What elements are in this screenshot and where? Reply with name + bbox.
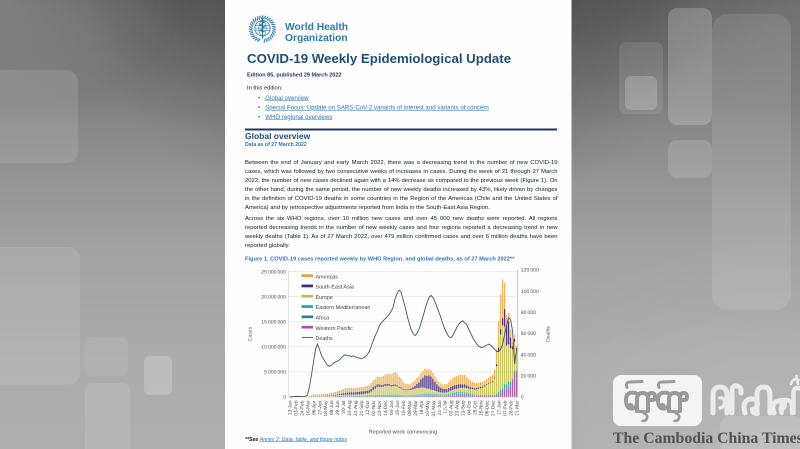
svg-text:Europe: Europe [316,295,333,301]
svg-text:21-Jun: 21-Jun [437,400,443,415]
svg-text:16-Mar: 16-Mar [305,400,311,416]
svg-text:15 000 000: 15 000 000 [261,319,286,325]
svg-text:12-Oct: 12-Oct [365,400,371,415]
svg-text:Deaths: Deaths [546,326,552,342]
svg-text:17-Jan: 17-Jan [496,400,502,415]
svg-text:20 000 000: 20 000 000 [261,294,286,300]
svg-text:25-Jan: 25-Jan [395,400,401,415]
svg-text:12-Jul: 12-Jul [443,401,449,414]
svg-text:Americas: Americas [316,274,339,280]
svg-text:15-Feb: 15-Feb [401,400,407,416]
svg-text:40 000: 40 000 [521,352,536,358]
svg-text:0: 0 [521,395,524,401]
svg-text:06-Dec: 06-Dec [485,400,491,416]
svg-text:18-May: 18-May [323,400,329,417]
svg-text:03-Feb: 03-Feb [293,400,299,416]
svg-text:100 000: 100 000 [521,289,539,295]
svg-text:Western Pacific: Western Pacific [316,326,354,332]
svg-text:07-Feb: 07-Feb [502,400,508,416]
svg-text:5 000 000: 5 000 000 [264,370,286,376]
svg-text:80 000: 80 000 [521,310,536,316]
svg-text:21-Mar: 21-Mar [514,400,520,416]
svg-text:14-Dec: 14-Dec [383,400,389,416]
svg-text:02-Nov: 02-Nov [371,400,377,416]
svg-text:29-Mar: 29-Mar [413,400,419,416]
svg-text:21-Sep: 21-Sep [359,400,365,416]
svg-text:15-Nov: 15-Nov [479,400,485,416]
svg-text:27-Apr: 27-Apr [317,400,323,415]
svg-text:Africa: Africa [316,316,330,322]
svg-text:120 000: 120 000 [521,268,539,274]
svg-text:02-Aug: 02-Aug [449,400,455,416]
svg-text:23-Aug: 23-Aug [455,400,461,416]
svg-text:Reported week commencing: Reported week commencing [369,430,437,436]
svg-text:06-Apr: 06-Apr [311,400,317,415]
svg-text:10 000 000: 10 000 000 [261,345,286,351]
svg-text:20 000: 20 000 [521,374,536,380]
svg-text:60 000: 60 000 [521,331,536,337]
svg-text:27-Dec: 27-Dec [491,400,497,416]
svg-text:25-Oct: 25-Oct [473,400,479,415]
svg-text:19-Apr: 19-Apr [419,400,425,415]
svg-text:28-Feb: 28-Feb [508,400,514,416]
svg-text:29-Jun: 29-Jun [335,400,341,415]
svg-text:04-Oct: 04-Oct [467,400,473,415]
svg-text:04-Jan: 04-Jan [389,400,395,415]
svg-text:23-Nov: 23-Nov [377,400,383,416]
svg-text:31-Aug: 31-Aug [353,400,359,416]
svg-text:10-Aug: 10-Aug [347,400,353,416]
svg-text:31-May: 31-May [431,400,437,417]
svg-text:13-Jan: 13-Jan [287,400,293,415]
svg-text:10-May: 10-May [425,400,431,417]
svg-text:08-Mar: 08-Mar [407,400,413,416]
svg-text:South-East Asia: South-East Asia [316,285,354,291]
svg-text:Deaths: Deaths [316,336,333,342]
svg-text:Eastern Mediterranean: Eastern Mediterranean [316,305,371,311]
svg-text:08-Jun: 08-Jun [329,400,335,415]
svg-text:0: 0 [283,395,286,401]
svg-text:13-Sep: 13-Sep [461,400,467,416]
svg-text:Cases: Cases [248,326,254,341]
svg-text:25 000 000: 25 000 000 [261,269,286,275]
svg-text:20-Jul: 20-Jul [341,401,347,414]
svg-text:24-Feb: 24-Feb [299,400,305,416]
